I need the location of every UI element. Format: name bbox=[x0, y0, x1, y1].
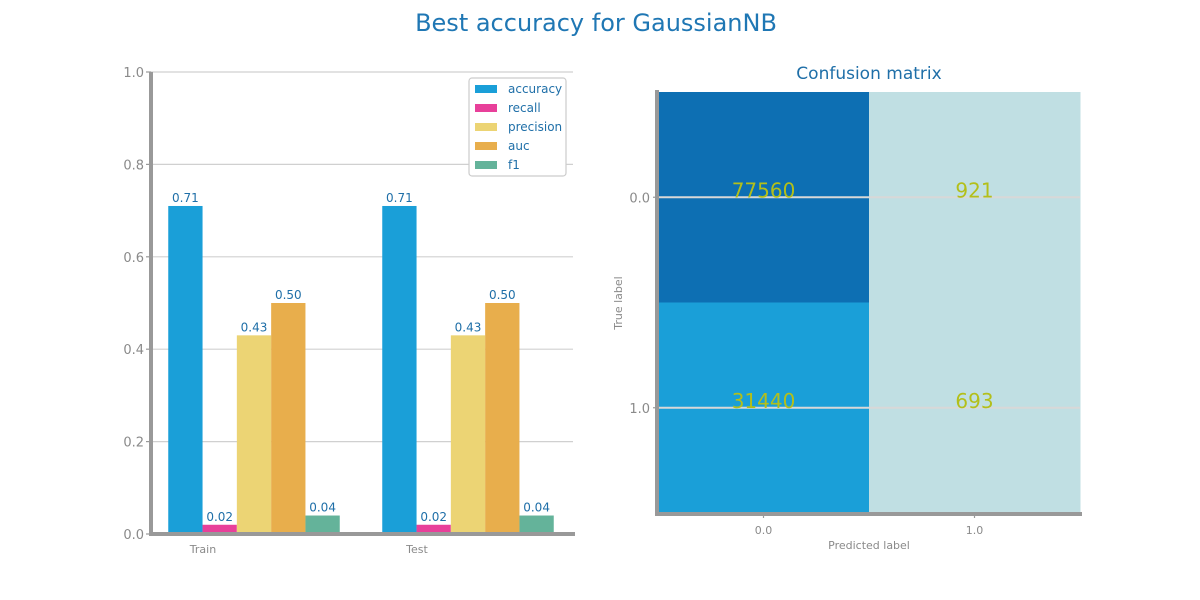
legend: accuracy recall precision auc f1 bbox=[468, 77, 567, 177]
x-tick-label: 1.0 bbox=[966, 524, 984, 537]
bar-value-label: 0.02 bbox=[420, 510, 447, 524]
heatmap-cell-label: 693 bbox=[955, 389, 993, 413]
x-tick-label: Train bbox=[189, 543, 216, 556]
legend-swatch-accuracy bbox=[475, 85, 497, 93]
bar-value-label: 0.50 bbox=[275, 288, 302, 302]
legend-label-precision: precision bbox=[508, 120, 562, 134]
bar-auc bbox=[485, 303, 520, 534]
legend-label-f1: f1 bbox=[508, 158, 520, 172]
heatmap-cell-label: 921 bbox=[955, 178, 993, 202]
bar-chart: 0.0 0.2 0.4 0.6 0.8 1.0 0.71 0.71 0.02 0.02 0.43 0.… bbox=[123, 66, 575, 556]
bar-precision bbox=[236, 335, 272, 534]
confusion-matrix-chart: Confusion matrix 0.0 1.0 0.0 1.0 77560 921 3144… bbox=[612, 64, 1082, 552]
y-tick-label: 0.8 bbox=[123, 158, 144, 173]
heatmap-cell-label: 31440 bbox=[732, 389, 796, 413]
y-tick-label: 0.0 bbox=[123, 528, 144, 543]
bar-accuracy bbox=[168, 205, 203, 535]
legend-swatch-f1 bbox=[475, 161, 497, 169]
legend-swatch-precision bbox=[475, 123, 497, 131]
y-tick-label: 0.6 bbox=[123, 251, 144, 266]
bar-recall bbox=[416, 524, 451, 534]
x-tick-label: Test bbox=[405, 543, 428, 556]
bar-value-label: 0.43 bbox=[455, 320, 482, 334]
bar-value-label: 0.04 bbox=[309, 501, 336, 515]
bar-auc bbox=[271, 303, 306, 534]
bar-recall bbox=[202, 524, 237, 534]
legend-frame bbox=[468, 77, 567, 177]
bar-accuracy bbox=[382, 205, 417, 535]
bar-value-label: 0.02 bbox=[206, 510, 233, 524]
x-axis-label: Predicted label bbox=[828, 539, 910, 552]
bar-value-label: 0.71 bbox=[386, 191, 413, 205]
bar-value-label: 0.71 bbox=[172, 191, 199, 205]
y-tick-label: 0.0 bbox=[629, 191, 650, 206]
bar-f1 bbox=[519, 515, 554, 534]
heatmap-title: Confusion matrix bbox=[796, 64, 941, 84]
legend-label-recall: recall bbox=[508, 101, 541, 115]
legend-label-accuracy: accuracy bbox=[508, 82, 562, 96]
legend-label-auc: auc bbox=[508, 139, 530, 153]
y-tick-label: 0.2 bbox=[123, 436, 144, 451]
y-tick-label: 1.0 bbox=[123, 66, 144, 81]
bar-value-label: 0.50 bbox=[489, 288, 516, 302]
y-axis-label: True label bbox=[612, 276, 625, 330]
x-tick-label: 0.0 bbox=[755, 524, 773, 537]
legend-swatch-auc bbox=[475, 142, 497, 150]
heatmap-cell-label: 77560 bbox=[732, 178, 796, 202]
y-tick-label: 1.0 bbox=[629, 402, 650, 417]
bar-value-label: 0.04 bbox=[523, 501, 550, 515]
legend-swatch-recall bbox=[475, 104, 497, 112]
y-tick-label: 0.4 bbox=[123, 343, 144, 358]
bar-value-label: 0.43 bbox=[241, 320, 268, 334]
figure-title: Best accuracy for GaussianNB bbox=[415, 9, 777, 37]
bar-precision bbox=[450, 335, 486, 534]
bar-f1 bbox=[305, 515, 340, 534]
